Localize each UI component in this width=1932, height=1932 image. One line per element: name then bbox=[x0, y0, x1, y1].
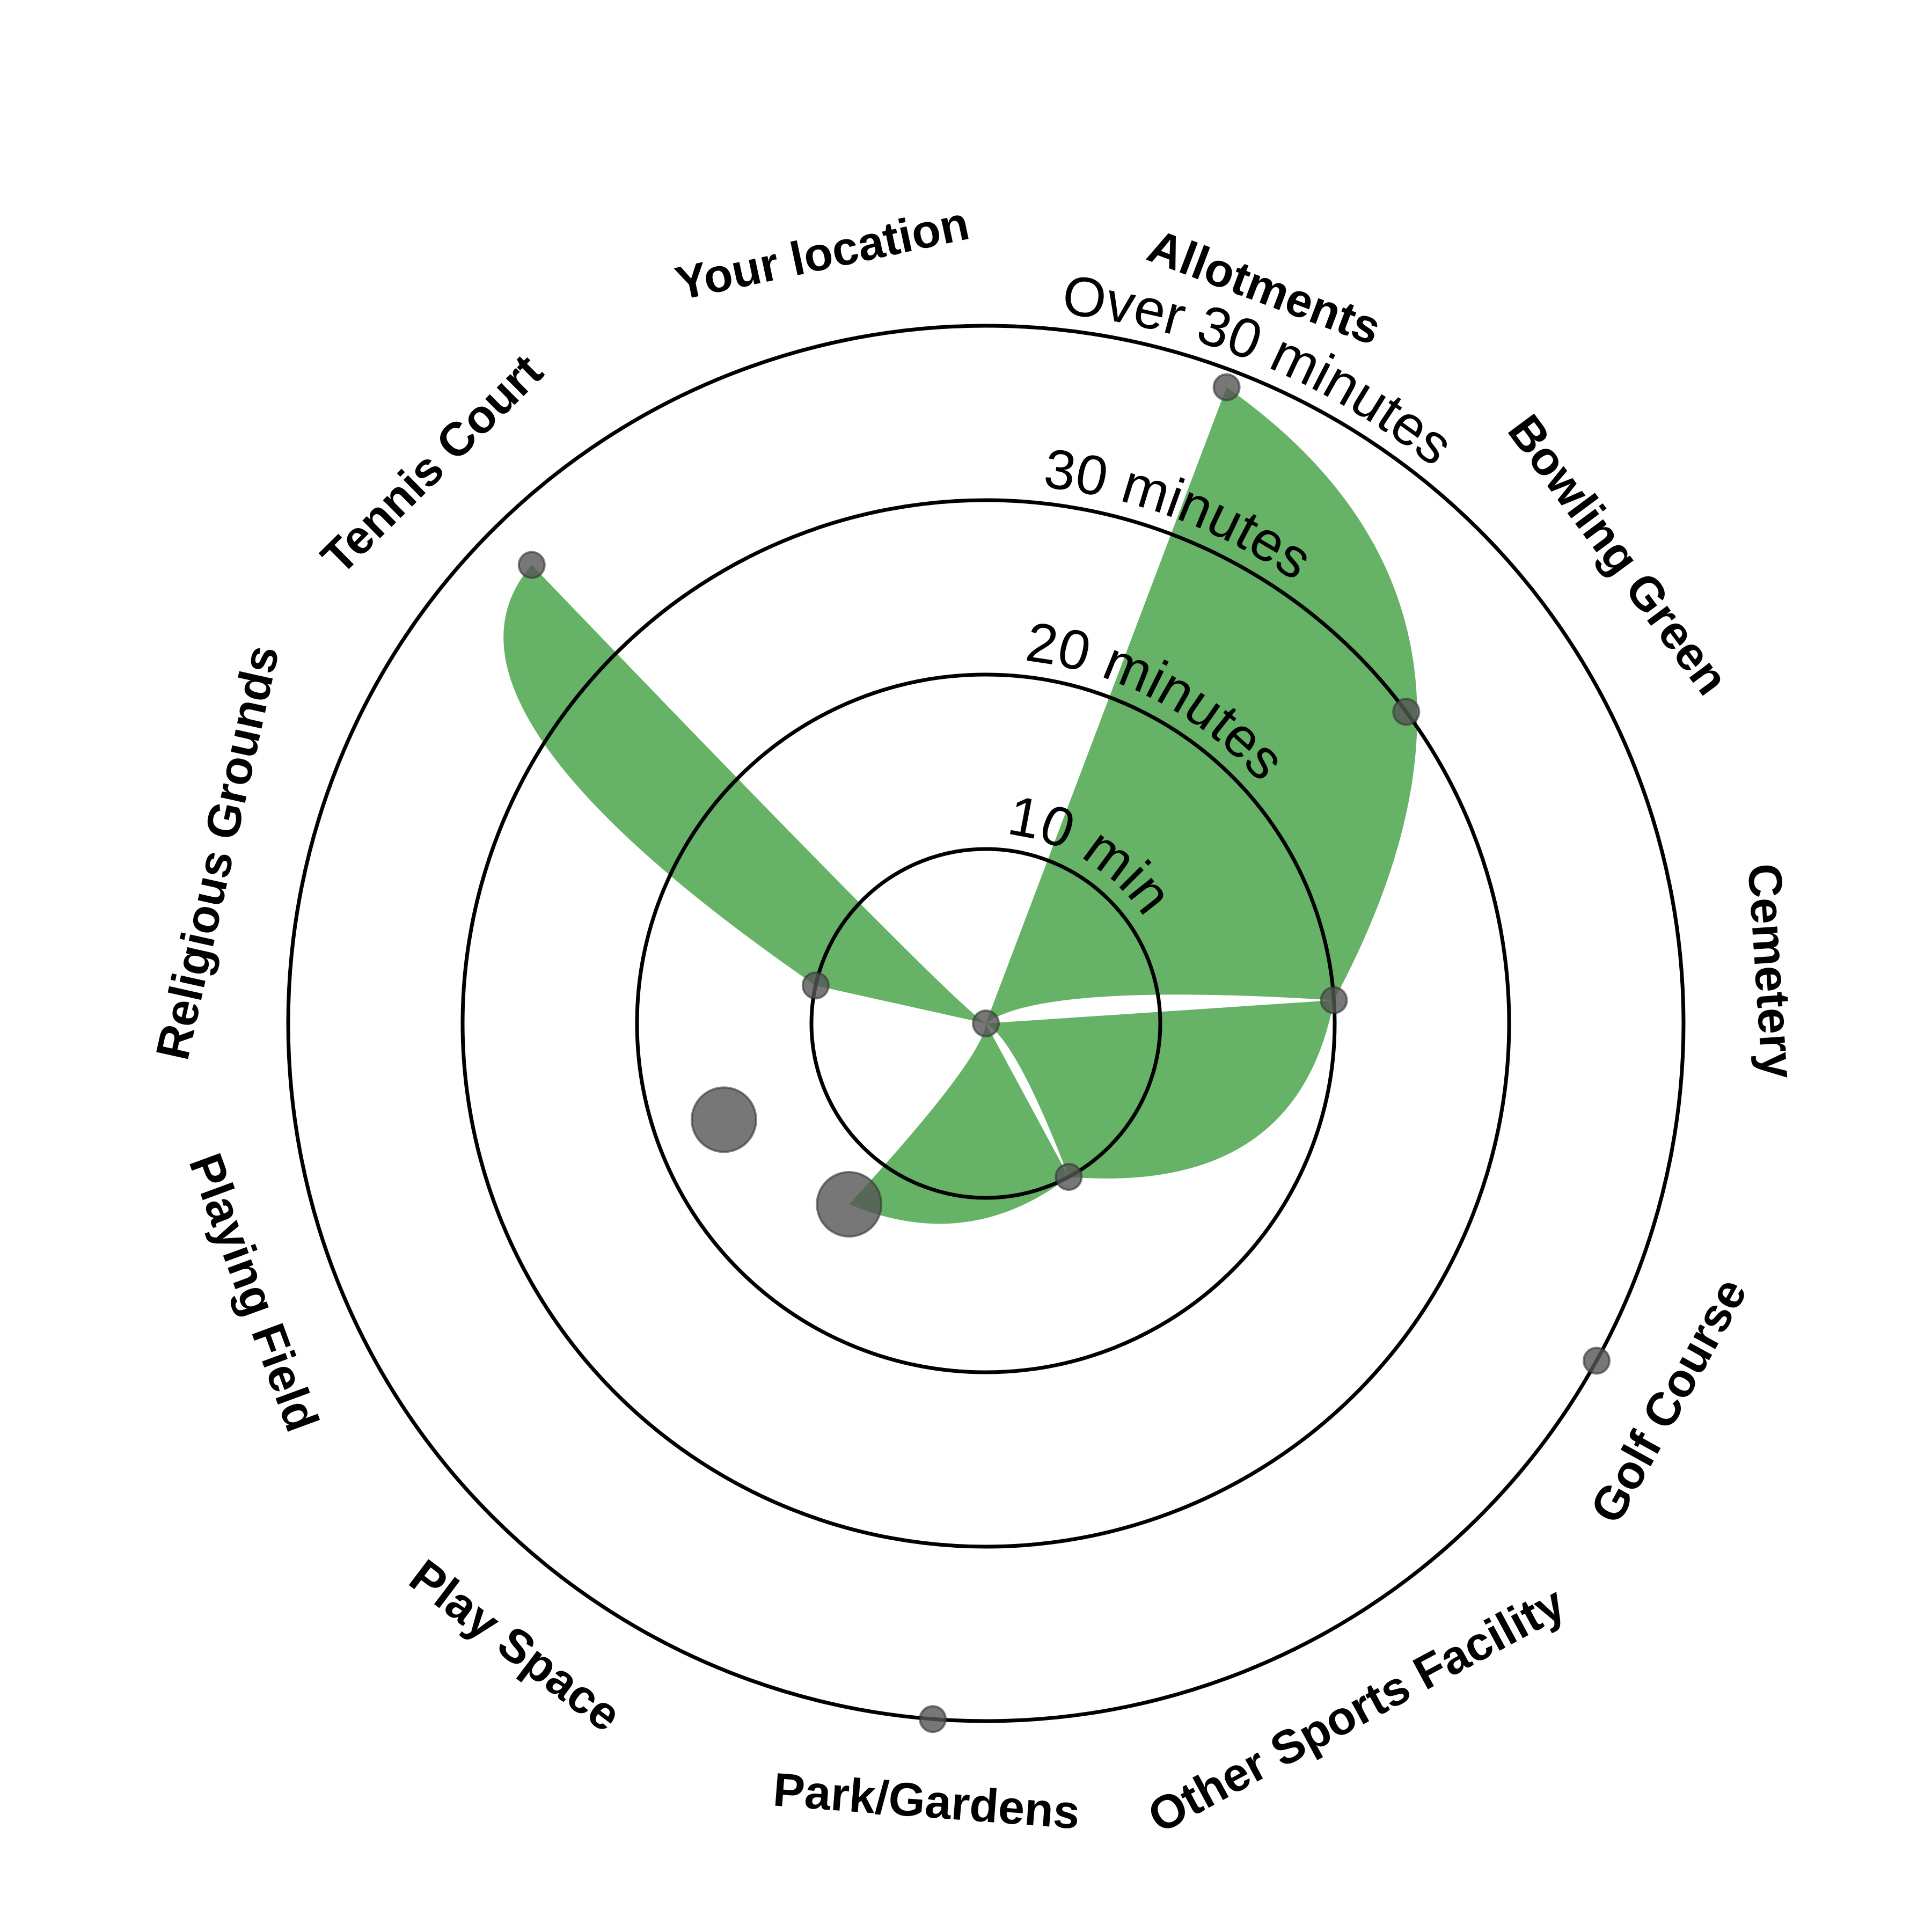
ring-20-minutes bbox=[635, 672, 1337, 1374]
point-other-sports-facility bbox=[1055, 1162, 1083, 1191]
point-religious-grounds bbox=[801, 971, 830, 1000]
point-layer bbox=[517, 373, 1611, 1733]
ring-layer bbox=[286, 324, 1686, 1723]
petal-layer bbox=[503, 387, 1417, 1224]
point-golf-course bbox=[1583, 1346, 1611, 1375]
point-playing-field bbox=[690, 1086, 757, 1153]
point-your-location bbox=[972, 1009, 1000, 1037]
category-label-park-gardens: Park/Gardens bbox=[771, 1762, 1081, 1839]
category-label-golf-course: Golf Course bbox=[1580, 1269, 1757, 1532]
ring-over-30-minutes bbox=[286, 324, 1686, 1723]
petal-other-sports-facility-to-play-space bbox=[849, 1023, 1069, 1224]
category-label-tennis-court: Tennis Court bbox=[311, 344, 553, 584]
point-park-gardens bbox=[919, 1705, 947, 1733]
point-bowling-green bbox=[1392, 698, 1421, 726]
category-label-religious-grounds: Religious Grounds bbox=[145, 640, 289, 1064]
point-play-space bbox=[816, 1171, 883, 1238]
petal-religious-grounds-to-tennis-court bbox=[503, 565, 986, 1023]
point-allotments bbox=[1212, 373, 1241, 401]
category-label-cemetery: Cemetery bbox=[1738, 862, 1805, 1080]
category-label-play-space: Play Space bbox=[400, 1549, 631, 1741]
ring-30-minutes bbox=[460, 498, 1511, 1549]
category-label-bowling-green: Bowling Green bbox=[1498, 405, 1739, 704]
point-tennis-court bbox=[517, 551, 546, 579]
point-cemetery bbox=[1320, 986, 1348, 1014]
category-label-your-location: Your location bbox=[671, 196, 974, 310]
petal-cemetery-to-other-sports-facility bbox=[986, 1000, 1334, 1179]
ring-10-minutes bbox=[809, 847, 1162, 1200]
petal-allotments-to-cemetery bbox=[986, 387, 1417, 1023]
